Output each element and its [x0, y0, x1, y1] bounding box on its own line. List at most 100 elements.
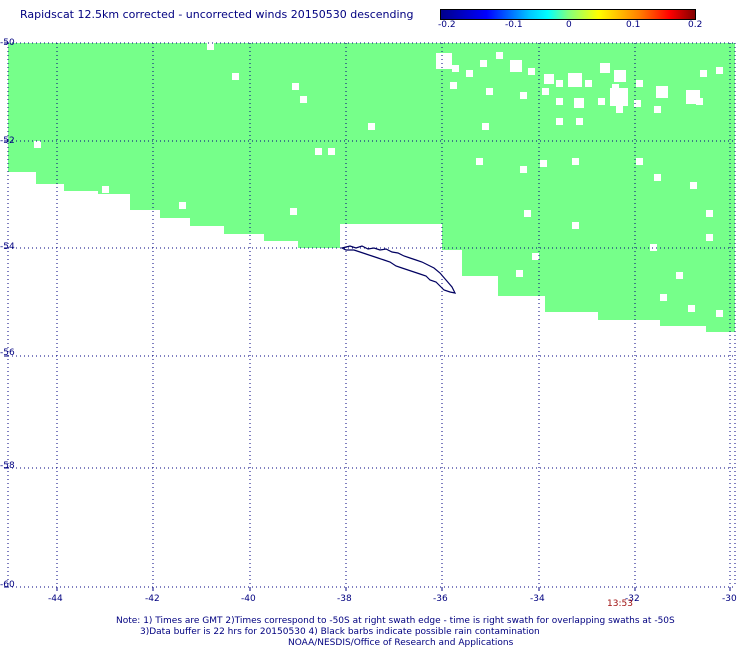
swath-gap	[696, 98, 703, 105]
swath-gap	[300, 96, 307, 103]
swath-gap	[598, 98, 605, 105]
wind-swath	[8, 43, 735, 332]
swath-gap	[542, 88, 549, 95]
swath-time-label: 13:53	[607, 599, 633, 609]
swath-gap	[634, 100, 641, 107]
colorbar-tick: -0.1	[505, 20, 523, 30]
swath-gap	[516, 270, 523, 277]
swath-gap	[576, 118, 583, 125]
colorbar	[440, 9, 696, 20]
map-title: Rapidscat 12.5km corrected - uncorrected…	[20, 8, 414, 21]
lon-tick-label: -36	[433, 594, 448, 604]
swath-cell	[160, 43, 190, 218]
lon-tick-label: -32	[625, 594, 640, 604]
lat-tick-label: -50	[0, 38, 15, 48]
swath-gap	[292, 83, 299, 90]
swath-gap	[476, 158, 483, 165]
swath-gap	[524, 210, 531, 217]
lon-tick-label: -42	[145, 594, 160, 604]
lat-lon-grid	[4, 42, 736, 591]
swath-gap	[612, 84, 619, 91]
swath-gap	[600, 63, 610, 73]
swath-gap	[450, 82, 457, 89]
swath-gap	[232, 73, 239, 80]
colorbar-tick: 0.1	[626, 20, 641, 30]
swath-cell	[340, 43, 442, 224]
colorbar-tick: -0.2	[438, 20, 456, 30]
swath-gap	[688, 305, 695, 312]
swath-gap	[616, 106, 623, 113]
note-line-3: NOAA/NESDIS/Office of Research and Appli…	[288, 638, 514, 648]
swath-gap	[614, 70, 626, 82]
swath-gap	[436, 53, 452, 69]
swath-gap	[556, 80, 563, 87]
swath-cell	[36, 43, 64, 184]
swath-cell	[706, 43, 735, 332]
swath-gap	[532, 253, 539, 260]
swath-gap	[610, 88, 628, 106]
coastline-south-georgia	[340, 245, 457, 294]
swath-gap	[290, 208, 297, 215]
lat-tick-label: -52	[0, 136, 15, 146]
swath-cell	[598, 43, 660, 320]
swath-gap	[480, 60, 487, 67]
lon-tick-label: -44	[48, 594, 63, 604]
swath-cell	[660, 43, 706, 326]
swath-gap	[700, 70, 707, 77]
swath-cell	[64, 43, 98, 191]
swath-gap	[650, 244, 657, 251]
swath-cell	[298, 43, 340, 248]
swath-gap	[676, 272, 683, 279]
swath-gap	[466, 70, 473, 77]
swath-gap	[660, 294, 667, 301]
swath-gap	[572, 222, 579, 229]
note-line-2: 3)Data buffer is 22 hrs for 20150530 4) …	[140, 627, 540, 637]
swath-cell	[442, 43, 462, 250]
colorbar-tick: 0.2	[688, 20, 703, 30]
swath-cell	[545, 43, 598, 312]
note-line-1: Note: 1) Times are GMT 2)Times correspon…	[116, 616, 675, 626]
swath-gap	[486, 88, 493, 95]
swath-gap	[568, 73, 582, 87]
swath-cell	[8, 43, 36, 172]
swath-cell	[224, 43, 264, 234]
swath-gap	[636, 158, 643, 165]
swath-gap	[716, 310, 723, 317]
swath-gap	[716, 67, 723, 74]
swath-gap	[496, 52, 503, 59]
lon-tick-label: -38	[337, 594, 352, 604]
swath-gap	[207, 43, 214, 50]
lon-tick-label: -30	[722, 594, 737, 604]
swath-gap	[656, 86, 668, 98]
swath-cell	[98, 43, 130, 194]
swath-gap	[556, 118, 563, 125]
swath-gap	[482, 123, 489, 130]
lon-tick-label: -34	[530, 594, 545, 604]
lat-tick-label: -54	[0, 242, 15, 252]
swath-gap	[34, 141, 41, 148]
swath-gap	[654, 106, 661, 113]
swath-gap	[452, 65, 459, 72]
swath-gap	[528, 68, 535, 75]
colorbar-tick: 0	[566, 20, 572, 30]
swath-gap	[368, 123, 375, 130]
swath-gap	[544, 74, 554, 84]
swath-gap	[315, 148, 322, 155]
swath-gap	[179, 202, 186, 209]
swath-gap	[585, 80, 592, 87]
swath-gap	[328, 148, 335, 155]
swath-gaps	[34, 43, 723, 317]
swath-gap	[706, 210, 713, 217]
swath-cell	[130, 43, 160, 210]
swath-gap	[572, 158, 579, 165]
swath-gap	[540, 160, 547, 167]
swath-gap	[102, 186, 109, 193]
lat-tick-label: -58	[0, 461, 15, 471]
swath-cell	[190, 43, 224, 226]
swath-gap	[690, 182, 697, 189]
swath-gap	[556, 98, 563, 105]
swath-gap	[706, 234, 713, 241]
swath-gap	[654, 174, 661, 181]
lat-tick-label: -56	[0, 348, 15, 358]
